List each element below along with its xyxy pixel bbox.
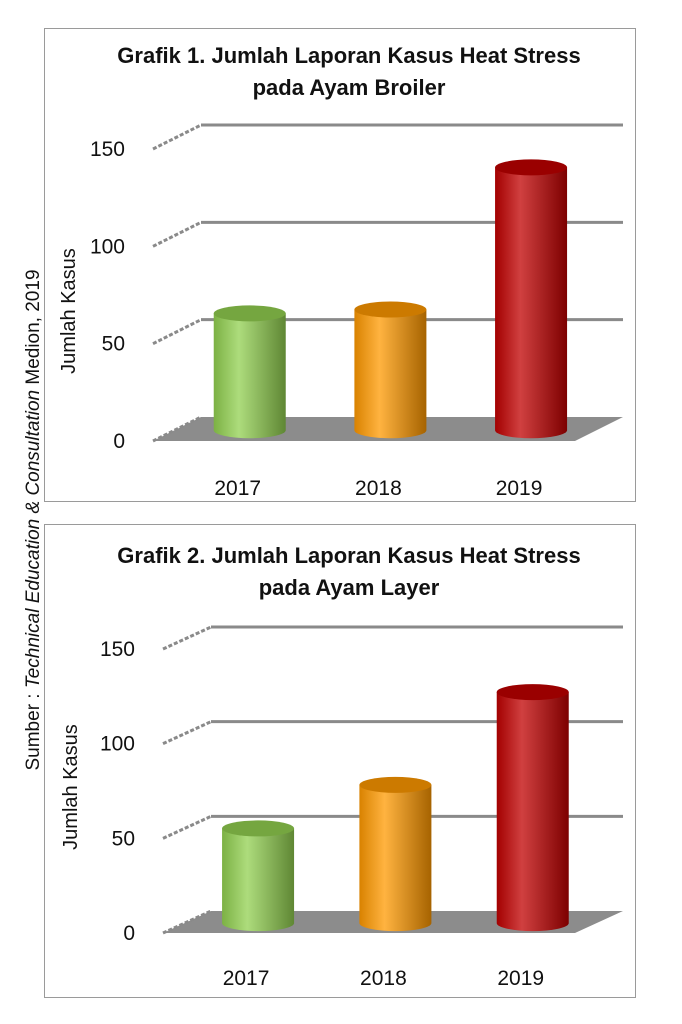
axis-tick-slant — [152, 415, 202, 443]
y-tick-label: 0 — [113, 430, 125, 453]
source-note: Sumber : Technical Education & Consultat… — [23, 269, 45, 770]
x-tick-label: 2018 — [355, 477, 402, 500]
bar-cap — [496, 684, 569, 701]
y-tick-label: 150 — [90, 138, 125, 161]
bar-cap — [222, 820, 295, 837]
bar-body — [222, 828, 295, 932]
x-tick-label: 2017 — [223, 967, 270, 990]
bar-2018 — [359, 776, 432, 932]
bar-2018 — [354, 301, 427, 439]
y-axis-label: Jumlah Kasus — [58, 248, 80, 374]
y-tick-label: 50 — [102, 333, 125, 356]
chart-layer: Grafik 2. Jumlah Laporan Kasus Heat Stre… — [60, 543, 623, 990]
y-tick-label: 0 — [123, 922, 135, 945]
bar-body — [354, 309, 427, 439]
bar-body — [495, 167, 568, 439]
x-tick-label: 2019 — [497, 967, 544, 990]
axis-tick-slant — [162, 625, 212, 651]
chart-broiler: Grafik 1. Jumlah Laporan Kasus Heat Stre… — [58, 43, 623, 500]
bar-cap — [359, 776, 432, 793]
bar-body — [213, 313, 286, 439]
axis-tick-slant — [152, 220, 202, 248]
y-tick-label: 150 — [100, 638, 135, 661]
bar-cap — [213, 305, 286, 322]
x-tick-label: 2017 — [214, 477, 261, 500]
bar-2019 — [496, 684, 569, 932]
chart-title-line2: pada Ayam Layer — [259, 575, 440, 600]
axis-tick-slant — [162, 720, 212, 746]
chart-title-line2: pada Ayam Broiler — [253, 75, 446, 100]
y-tick-label: 50 — [112, 827, 135, 850]
y-tick-label: 100 — [90, 235, 125, 258]
bar-body — [496, 692, 569, 932]
source-italic: Technical Education & Consultation — [23, 389, 44, 689]
source-suffix: Medion, 2019 — [23, 269, 44, 390]
bar-body — [359, 784, 432, 932]
y-tick-label: 100 — [100, 733, 135, 756]
bar-cap — [495, 159, 568, 176]
chart-title-line1: Grafik 1. Jumlah Laporan Kasus Heat Stre… — [117, 43, 580, 68]
axis-tick-slant — [152, 318, 202, 346]
source-prefix: Sumber : — [23, 688, 44, 771]
chart-panel-broiler: Grafik 1. Jumlah Laporan Kasus Heat Stre… — [44, 28, 636, 502]
bar-2017 — [213, 305, 286, 439]
chart-title-line1: Grafik 2. Jumlah Laporan Kasus Heat Stre… — [117, 543, 580, 568]
bar-2017 — [222, 820, 295, 932]
bar-2019 — [495, 159, 568, 439]
y-axis-label: Jumlah Kasus — [60, 724, 82, 850]
chart-panel-layer: Grafik 2. Jumlah Laporan Kasus Heat Stre… — [44, 524, 636, 998]
axis-tick-slant — [162, 814, 212, 840]
axis-tick-slant — [152, 123, 202, 151]
x-tick-label: 2018 — [360, 967, 407, 990]
bar-cap — [354, 301, 427, 318]
axis-tick-slant — [162, 909, 212, 935]
x-tick-label: 2019 — [496, 477, 543, 500]
